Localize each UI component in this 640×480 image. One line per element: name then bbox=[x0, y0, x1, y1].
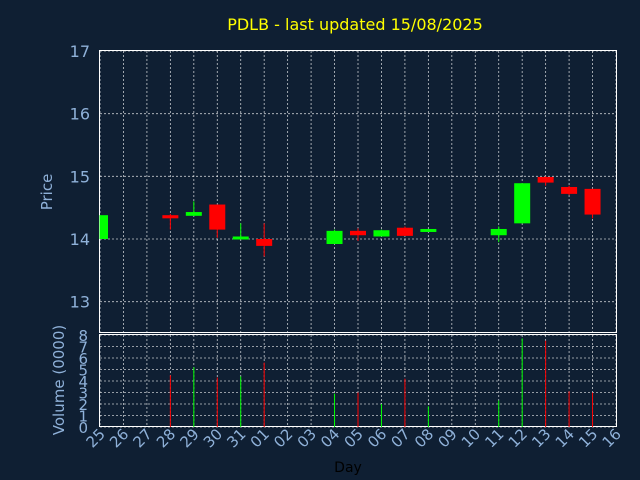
price-tick-label: 14 bbox=[70, 230, 90, 249]
price-tick-label: 15 bbox=[70, 167, 90, 186]
volume-tick-label: 8 bbox=[78, 327, 88, 345]
price-tick-label: 16 bbox=[70, 105, 90, 124]
chart-title: PDLB - last updated 15/08/2025 bbox=[227, 15, 483, 34]
price-panel-frame bbox=[99, 50, 617, 333]
price-axis-label: Price bbox=[38, 174, 56, 211]
candle-body bbox=[232, 236, 249, 240]
candle-body bbox=[100, 215, 108, 239]
candle-body bbox=[256, 239, 273, 246]
x-axis-label: Day bbox=[334, 460, 362, 476]
price-tick-label: 17 bbox=[70, 42, 90, 61]
volume-tick-label: 1 bbox=[78, 408, 88, 426]
candle-body bbox=[350, 230, 366, 236]
volume-tick-label: 6 bbox=[78, 350, 88, 368]
volume-tick-label: 5 bbox=[78, 362, 88, 380]
volume-tick-label: 2 bbox=[78, 396, 88, 414]
volume-axis-label: Volume (0000) bbox=[50, 325, 68, 435]
candle-body bbox=[209, 204, 226, 230]
candle-body bbox=[185, 212, 202, 216]
price-axis-ticks: 13 14 15 16 17 bbox=[70, 42, 90, 312]
candle-body bbox=[490, 228, 507, 236]
volume-tick-label: 3 bbox=[78, 385, 88, 403]
price-tick-label: 13 bbox=[70, 293, 90, 312]
day-axis-ticks: 2526272829303101020304050607080910111213… bbox=[83, 425, 625, 451]
volume-tick-label: 4 bbox=[78, 373, 88, 391]
candle-body bbox=[514, 183, 531, 224]
candle-body bbox=[584, 188, 601, 215]
candle-body bbox=[162, 215, 179, 219]
candle-body bbox=[373, 230, 390, 237]
candle-body bbox=[561, 186, 578, 194]
candle-body bbox=[420, 228, 437, 232]
candle-body bbox=[396, 227, 413, 236]
candle-body bbox=[537, 176, 554, 183]
candle-body bbox=[326, 230, 343, 245]
candles bbox=[99, 176, 601, 257]
volume-bars bbox=[169, 338, 594, 427]
volume-tick-label: 7 bbox=[78, 339, 88, 357]
volume-tick-label: 0 bbox=[78, 419, 88, 437]
